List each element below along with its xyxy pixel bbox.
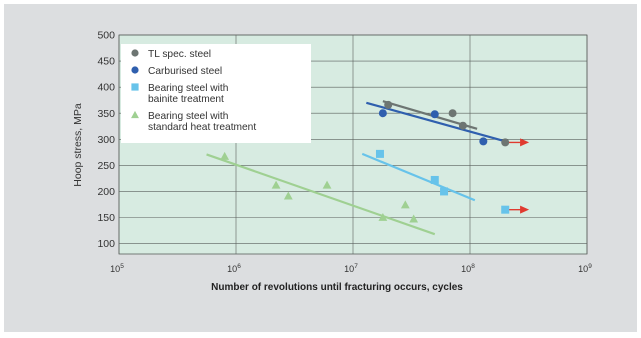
x-tick-label: 109 — [578, 263, 592, 274]
y-tick-label: 100 — [97, 238, 115, 250]
y-tick-label: 300 — [97, 134, 115, 146]
runout-arrow-head — [520, 205, 530, 214]
legend-label: TL spec. steel — [148, 49, 211, 60]
y-tick-label: 350 — [97, 108, 115, 120]
legend-marker — [131, 49, 139, 57]
legend-marker — [131, 110, 139, 119]
data-point — [220, 151, 230, 160]
plot-border — [118, 34, 588, 255]
legend-label: standard heat treatment — [148, 122, 256, 133]
trend-line — [366, 101, 506, 143]
trend-line — [206, 153, 436, 236]
y-tick-label: 250 — [97, 160, 115, 172]
legend-label: Carburised steel — [148, 66, 222, 77]
y-tick-label: 400 — [97, 82, 115, 94]
data-point — [479, 137, 488, 146]
legend-label: Bearing steel with — [148, 111, 228, 122]
data-point — [271, 180, 281, 189]
legend-marker — [131, 66, 139, 74]
data-point — [501, 205, 510, 214]
trend-lines — [206, 100, 506, 236]
runout-arrow-head — [520, 138, 530, 147]
x-tick-label: 105 — [110, 263, 124, 274]
y-tick-label: 500 — [97, 30, 115, 42]
y-tick-label: 150 — [97, 212, 115, 224]
data-point — [400, 200, 410, 209]
x-tick-label: 107 — [344, 263, 358, 274]
y-tick-labels: 100 150 200 250 300 350 400 450 500 — [97, 30, 115, 251]
y-tick-label: 200 — [97, 186, 115, 198]
data-point — [501, 138, 510, 147]
x-tick-labels: 105 106 107 108 109 — [110, 263, 592, 274]
legend-marker — [131, 83, 139, 91]
legend-label: bainite treatment — [148, 94, 224, 105]
data-point — [378, 109, 387, 118]
data-point — [375, 149, 384, 158]
data-point — [448, 109, 457, 118]
data-points — [220, 100, 510, 223]
data-point — [378, 212, 388, 221]
x-tick-label: 108 — [461, 263, 475, 274]
data-point — [283, 191, 293, 200]
data-point — [430, 175, 439, 184]
legend-box — [121, 44, 311, 143]
data-point — [322, 180, 332, 189]
legend: TL spec. steel Carburised steel Bearing st… — [121, 44, 311, 143]
x-axis-label: Number of revolutions until fracturing o… — [211, 282, 463, 293]
data-point — [458, 121, 467, 130]
stress-cycles-chart: 100 150 200 250 300 350 400 450 500 105 106 107 108… — [72, 30, 592, 293]
y-tick-label: 450 — [97, 56, 115, 68]
figure-card: 100 150 200 250 300 350 400 450 500 105 106 107 108… — [4, 4, 637, 332]
x-tick-label: 106 — [227, 263, 241, 274]
data-point — [430, 110, 439, 119]
data-point — [409, 214, 419, 223]
y-axis-label: Hoop stress, MPa — [72, 103, 84, 187]
data-point — [384, 100, 393, 109]
legend-label: Bearing steel with — [148, 83, 228, 94]
trend-line — [361, 152, 476, 202]
data-point — [440, 187, 449, 196]
